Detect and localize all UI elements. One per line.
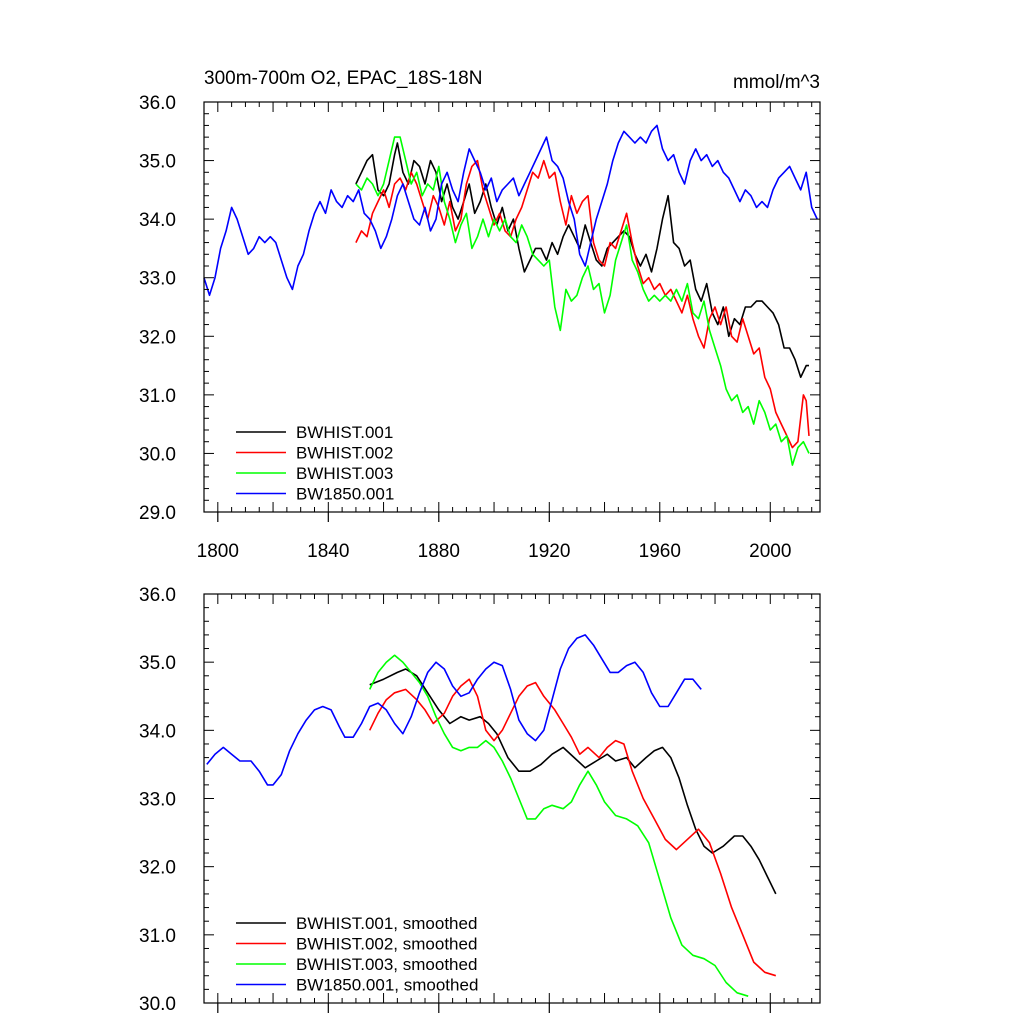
legend-label: BWHIST.002, smoothed (296, 935, 477, 954)
units-label: mmol/m^3 (733, 72, 820, 93)
x-tick-label: 1800 (197, 541, 239, 562)
plot-frame (203, 101, 821, 513)
y-tick-label: 35.0 (139, 152, 176, 173)
y-tick-label: 36.0 (139, 585, 176, 606)
series-line-3 (355, 136, 810, 466)
legend: BWHIST.001, smoothed BWHIST.002, smoothed… (236, 914, 478, 995)
y-tick-label: 32.0 (139, 327, 176, 348)
x-tick-label: 1840 (307, 541, 349, 562)
y-tick-label: 35.0 (139, 653, 176, 674)
top-panel: 300m-700m O2, EPAC_18S-18N mmol/m^3 29.0… (139, 68, 821, 562)
series-line-1 (369, 668, 777, 895)
series-line-1 (355, 142, 809, 379)
legend-label: BWHIST.003 (296, 464, 393, 483)
x-tick-label: 1960 (639, 541, 681, 562)
series-line-3 (368, 654, 749, 997)
legend-label: BW1850.001 (296, 485, 394, 504)
series-lines (206, 634, 777, 997)
y-tick-label: 30.0 (139, 994, 176, 1015)
axes: 30.0 31.0 32.0 33.0 34.0 35.0 36.0 (139, 585, 821, 1015)
series-line-4 (203, 124, 818, 297)
chart-title: 300m-700m O2, EPAC_18S-18N (204, 68, 482, 89)
y-tick-label: 32.0 (139, 858, 176, 879)
legend-label: BW1850.001, smoothed (296, 976, 478, 995)
x-tick-label: 1920 (528, 541, 570, 562)
legend-label: BWHIST.001 (296, 423, 393, 442)
y-tick-label: 34.0 (139, 210, 176, 231)
y-tick-label: 31.0 (139, 386, 176, 407)
y-tick-label: 33.0 (139, 269, 176, 290)
series-line-4 (206, 634, 702, 786)
y-tick-label: 29.0 (139, 503, 176, 524)
y-tick-label: 33.0 (139, 790, 176, 811)
y-tick-label: 34.0 (139, 721, 176, 742)
x-tick-label: 1880 (418, 541, 460, 562)
y-tick-label: 31.0 (139, 926, 176, 947)
legend-label: BWHIST.001, smoothed (296, 914, 477, 933)
series-lines (203, 124, 818, 466)
series-line-2 (368, 678, 777, 977)
legend-label: BWHIST.003, smoothed (296, 955, 477, 974)
x-tick-label: 2000 (749, 541, 791, 562)
bottom-panel: 30.0 31.0 32.0 33.0 34.0 35.0 36.0 BWHIST.001,… (139, 585, 821, 1015)
axes: 29.0 30.0 31.0 32.0 33.0 34.0 35.0 36.0 1800 1840… (139, 93, 821, 562)
legend-label: BWHIST.002 (296, 444, 393, 463)
y-tick-label: 36.0 (139, 93, 176, 114)
series-line-2 (355, 159, 810, 449)
y-tick-label: 30.0 (139, 444, 176, 465)
